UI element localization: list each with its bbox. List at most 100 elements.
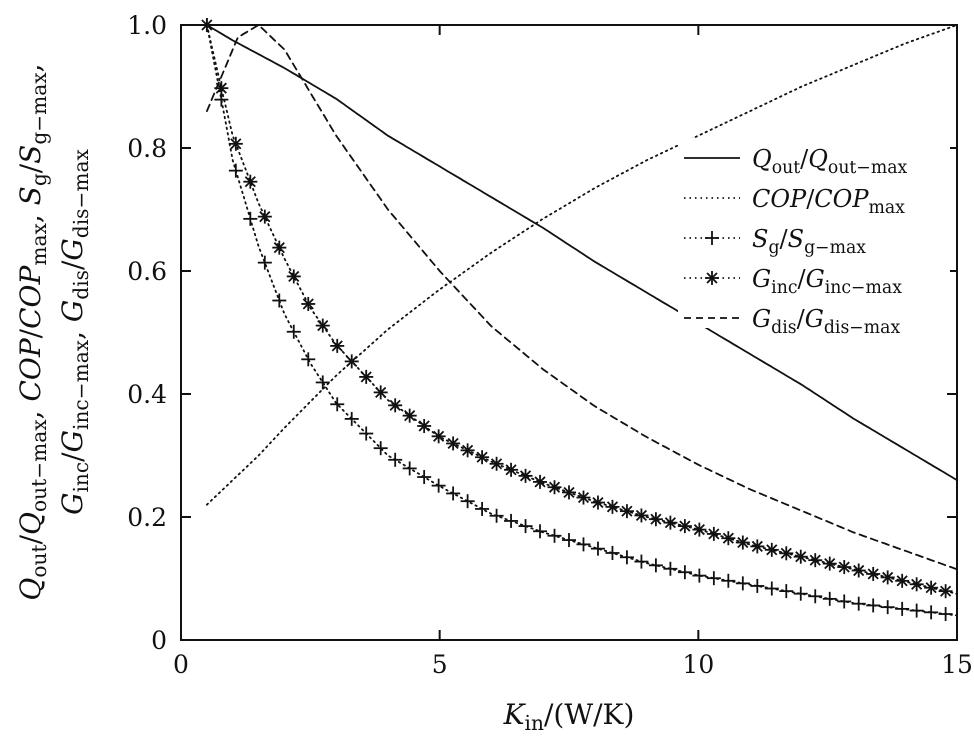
plus-marker [257,255,272,270]
plot-frame [180,24,958,641]
series-line [205,23,958,571]
asterisk-marker [692,522,707,537]
y-axis-label: Qout​/Qout−max​, COP/COPmax​, Sg​/Sg−max… [14,63,93,600]
asterisk-marker [866,566,881,581]
y-tick-label: 0.8 [127,134,167,163]
asterisk-marker [504,462,519,477]
asterisk-marker [388,398,403,413]
plus-marker [895,601,910,616]
asterisk-marker [417,418,432,433]
y-tick-label: 1.0 [127,11,167,40]
asterisk-marker [663,515,678,530]
plus-marker [750,578,765,593]
asterisk-marker [547,480,562,495]
legend-label: Sg​/Sg−max​ [752,225,866,258]
plus-marker [533,524,548,539]
plus-marker [837,594,852,609]
legend-entry: COP/COPmax​ [684,185,905,218]
asterisk-marker [779,546,794,561]
plus-marker [460,494,475,509]
asterisk-marker [837,560,852,575]
plus-marker [677,565,692,580]
x-tick-label: 0 [173,650,189,679]
asterisk-marker [706,526,721,541]
plus-marker [330,397,345,412]
plus-marker [518,519,533,534]
asterisk-marker [460,443,475,458]
plus-marker [808,589,823,604]
plus-marker [315,375,330,390]
asterisk-marker [301,296,316,311]
asterisk-marker [764,542,779,557]
series-line [205,24,958,595]
plus-marker [344,411,359,426]
series-layer [199,18,958,622]
asterisk-marker [286,269,301,284]
x-tick-label: 15 [941,650,973,679]
asterisk-marker [518,468,533,483]
x-tick-label: 10 [682,650,714,679]
plus-marker [402,461,417,476]
x-tick-label: 5 [432,650,448,679]
y-tick-label: 0.2 [127,503,167,532]
plus-marker [373,441,388,456]
plus-marker [431,478,446,493]
y-tick-label: 0.6 [127,257,167,286]
plus-marker [634,554,649,569]
asterisk-marker [533,474,548,489]
legend: Qout​/Qout−max​ COP/COPmax​ Sg​/Sg−max​ Gin… [678,138,950,338]
asterisk-marker [793,549,808,564]
legend-background [678,138,950,328]
plus-marker [562,533,576,548]
asterisk-marker [228,136,243,151]
plus-marker [924,605,939,620]
asterisk-marker [705,271,719,285]
plus-marker [475,501,490,516]
y-tick-label: 0.4 [127,380,167,409]
plus-marker [705,231,719,245]
legend-entry: Qout​/Qout−max​ [684,145,908,178]
series-2 [199,18,958,622]
asterisk-marker [924,580,939,595]
asterisk-marker [257,209,272,224]
plus-marker [692,568,707,583]
asterisk-marker [634,508,649,523]
series-line [205,24,958,482]
asterisk-marker [562,485,576,500]
asterisk-marker [808,553,823,568]
asterisk-marker [909,577,924,592]
plus-marker [359,426,374,441]
plus-marker [228,163,243,178]
asterisk-marker [648,512,663,527]
plus-marker [489,508,504,523]
legend-entry: Gdis​/Gdis−max​ [684,305,900,338]
plus-marker [663,561,678,576]
asterisk-marker [735,535,750,550]
plus-marker [301,352,316,367]
asterisk-marker [895,573,910,588]
asterisk-marker [344,354,359,369]
asterisk-marker [750,539,765,554]
plus-marker [909,603,924,618]
plus-marker [243,211,258,226]
plus-marker [706,571,721,586]
series-3 [199,18,958,599]
plus-marker [576,537,591,552]
plus-marker [880,600,895,615]
asterisk-marker [243,174,258,189]
plus-marker [721,573,736,588]
y-tick-label: 0 [151,626,167,655]
plus-marker [779,584,794,599]
legend-entry: Sg​/Sg−max​ [684,225,866,258]
asterisk-marker [330,338,345,353]
asterisk-marker [851,563,866,578]
plus-marker [446,486,461,501]
asterisk-marker [402,408,417,423]
legend-entry: Ginc​/Ginc−max​ [684,265,902,298]
ticks-layer: 0 0.2 0.4 0.6 0.8 1.0 0 5 10 15 [127,11,973,679]
series-1 [205,24,958,506]
plus-marker [590,541,605,556]
plus-marker [851,596,866,611]
asterisk-marker [605,499,620,514]
